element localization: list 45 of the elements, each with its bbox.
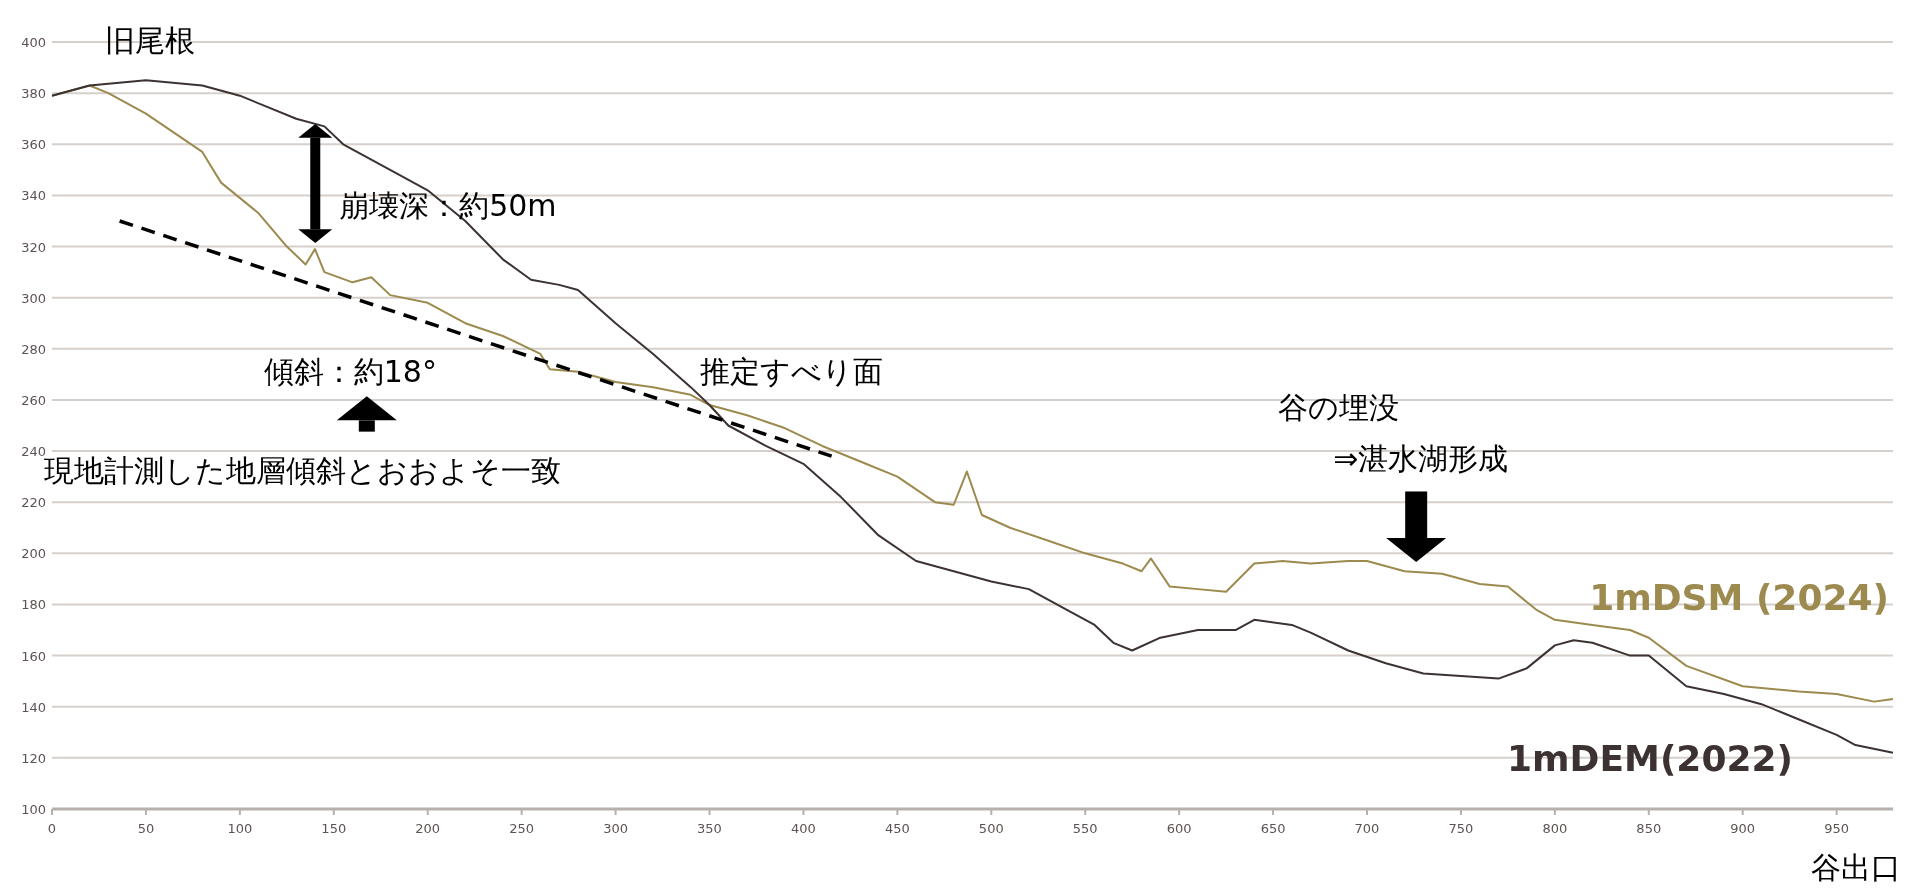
- annotation: 傾斜：約18°: [263, 353, 437, 389]
- x-tick-label: 550: [1072, 821, 1098, 836]
- annotation: 推定すべり面: [700, 353, 884, 389]
- x-tick-label: 400: [791, 821, 816, 836]
- x-tick-label: 200: [415, 821, 441, 836]
- x-tick-label: 500: [978, 821, 1004, 836]
- x-tick-label: 150: [321, 821, 347, 836]
- x-tick-label: 250: [509, 821, 535, 836]
- y-tick-label: 200: [21, 546, 46, 562]
- x-tick-label: 900: [1730, 821, 1756, 836]
- y-tick-label: 380: [21, 86, 46, 102]
- series-label: 1mDEM(2022): [1507, 737, 1793, 779]
- x-tick-label: 800: [1542, 821, 1568, 836]
- annotation: 谷の埋没: [1278, 389, 1400, 425]
- y-tick-label: 340: [21, 188, 46, 204]
- x-tick-label: 600: [1166, 821, 1192, 836]
- annotation: 現地計測した地層傾斜とおおよそ一致: [44, 453, 561, 489]
- x-tick-label: 750: [1448, 821, 1474, 836]
- y-tick-label: 180: [21, 597, 46, 613]
- annotation: 旧尾根: [105, 23, 196, 59]
- x-tick-label: 350: [697, 821, 722, 836]
- annotation: ⇒湛水湖形成: [1333, 441, 1509, 477]
- x-tick-label: 450: [884, 821, 910, 836]
- y-tick-label: 260: [21, 392, 46, 408]
- y-tick-label: 100: [21, 802, 46, 817]
- annotation: 崩壊深：約50m: [339, 188, 557, 224]
- y-tick-label: 400: [21, 35, 46, 50]
- x-tick-label: 850: [1636, 821, 1662, 836]
- x-axis-title: 谷出口: [1811, 850, 1901, 885]
- x-tick-label: 0: [47, 821, 57, 836]
- series-label: 1mDSM (2024): [1589, 576, 1889, 618]
- x-tick-label: 700: [1354, 821, 1380, 836]
- y-tick-label: 360: [21, 137, 46, 153]
- x-tick-label: 950: [1824, 821, 1850, 836]
- y-tick-label: 120: [21, 750, 46, 766]
- y-tick-label: 140: [21, 699, 46, 715]
- y-tick-label: 320: [21, 239, 46, 255]
- y-tick-label: 280: [21, 341, 46, 357]
- x-tick-label: 50: [137, 821, 155, 836]
- y-tick-label: 220: [21, 495, 46, 511]
- y-tick-label: 160: [21, 648, 46, 664]
- x-tick-label: 300: [603, 821, 628, 836]
- y-tick-label: 300: [21, 290, 46, 306]
- x-tick-label: 100: [227, 821, 253, 836]
- x-tick-label: 650: [1260, 821, 1286, 836]
